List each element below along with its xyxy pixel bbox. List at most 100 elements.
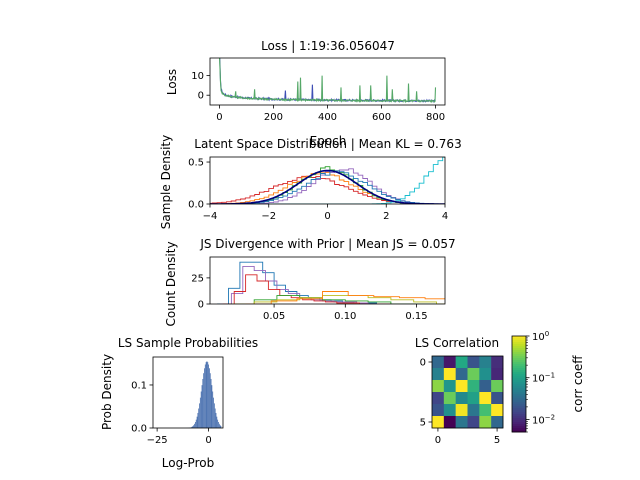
logprob-bar [192, 426, 194, 428]
logprob-ylabel: Prob Density [100, 354, 114, 430]
heatmap-cell [432, 368, 445, 381]
colorbar-segment [512, 390, 526, 393]
loss-panel: Loss | 1:19:36.056047 Loss Epoch 0 200 400… [165, 39, 446, 148]
colorbar-segment [512, 412, 526, 415]
heatmap-cell [467, 368, 480, 381]
heatmap-frame [431, 355, 504, 429]
colorbar-segment [512, 392, 526, 395]
js-series-hist [222, 274, 445, 304]
logprob-bar [193, 425, 195, 428]
logprob-bar [214, 408, 216, 428]
colorbar-segment [512, 364, 526, 367]
heatmap-cell [479, 416, 492, 429]
colorbar-segment [512, 378, 526, 381]
js-frame [209, 256, 446, 305]
heatmap-cell [443, 380, 456, 393]
colorbar-segment [512, 426, 526, 429]
colorbar-segment [512, 342, 526, 345]
js-series-hist [245, 291, 445, 304]
colorbar-segment [512, 430, 526, 433]
colorbar-segment [512, 406, 526, 409]
js-xtick-label: 0.05 [263, 311, 285, 322]
loss-xtick-label: 800 [426, 112, 445, 123]
latent-xtick-label: −4 [203, 211, 218, 222]
latent-title: Latent Space Distribution | Mean KL = 0.… [194, 137, 461, 151]
logprob-bar [199, 403, 200, 428]
colorbar-segment [512, 414, 526, 417]
colorbar-segment [512, 424, 526, 427]
loss-xtick-label: 600 [372, 112, 391, 123]
heatmap-cell [467, 416, 480, 429]
logprob-bar [208, 364, 209, 428]
heatmap-cell [467, 380, 480, 393]
logprob-bar [213, 403, 215, 428]
heatmap-cell [443, 416, 456, 429]
colorbar-segment [512, 398, 526, 401]
heatmap-ytick-label: 5 [420, 418, 426, 429]
logprob-bar [215, 412, 217, 428]
colorbar-segment [512, 416, 526, 419]
heatmap-cell [432, 380, 445, 393]
heatmap-cell [491, 380, 504, 393]
logprob-bar [211, 385, 213, 428]
loss-series-line [219, 58, 437, 104]
heatmap-cell [479, 380, 492, 393]
colorbar-tick-label: 100 [532, 330, 549, 343]
colorbar-segment [512, 354, 526, 357]
loss-ylabel: Loss [165, 69, 179, 95]
latent-series-hist [210, 170, 445, 204]
colorbar-segment [512, 384, 526, 387]
latent-frame [209, 156, 446, 205]
colorbar-segment [512, 346, 526, 349]
latent-prior-curve [210, 169, 445, 204]
heatmap-cell [479, 356, 492, 369]
heatmap-cell [491, 356, 504, 369]
colorbar-segment [512, 404, 526, 407]
heatmap-cell [455, 368, 468, 381]
latent-xtick-label: −2 [261, 211, 276, 222]
colorbar-segment [512, 374, 526, 377]
colorbar-label: corr coeff [571, 355, 585, 413]
loss-ytick-label: 0 [198, 91, 204, 102]
heatmap-cell [455, 416, 468, 429]
colorbar-tick-label: 10−1 [532, 372, 555, 385]
js-series-hist [231, 295, 445, 304]
latent-xtick-label: 2 [383, 211, 389, 222]
colorbar-segment [512, 394, 526, 397]
colorbar-segment [512, 388, 526, 391]
heatmap-cell [467, 392, 480, 405]
heatmap-cell [455, 392, 468, 405]
logprob-bar [220, 426, 222, 428]
colorbar-segment [512, 420, 526, 423]
logprob-bar [203, 373, 205, 428]
colorbar-segment [512, 356, 526, 359]
logprob-bar [218, 422, 219, 428]
loss-xtick-label: 400 [318, 112, 337, 123]
colorbar-segment [512, 386, 526, 389]
heatmap-cell [432, 356, 445, 369]
heatmap-cell [432, 404, 445, 417]
logprob-bar [209, 368, 210, 428]
heatmap-xtick-label: 0 [435, 435, 441, 446]
logprob-bar [217, 419, 219, 428]
heatmap-cell [443, 368, 456, 381]
logprob-bar [202, 378, 204, 428]
heatmap-xtick-label: 5 [494, 435, 500, 446]
colorbar-segment [512, 366, 526, 369]
correlation-panel: LS Correlation corr coeff 0 50510010−110−… [415, 330, 585, 446]
colorbar-segment [512, 352, 526, 355]
logprob-bar [195, 419, 197, 428]
logprob-bar [216, 416, 218, 428]
heatmap-cell [455, 380, 468, 393]
colorbar-segment [512, 408, 526, 411]
logprob-xtick-label: 0 [205, 435, 211, 446]
latent-ytick-label: 0.0 [188, 200, 204, 211]
logprob-bar [201, 385, 203, 428]
colorbar-segment [512, 368, 526, 371]
heatmap-cell [491, 392, 504, 405]
colorbar-segment [512, 380, 526, 383]
logprob-ytick-label: 0.1 [131, 380, 147, 391]
logprob-bar [213, 397, 214, 428]
logprob-bar [195, 422, 196, 428]
